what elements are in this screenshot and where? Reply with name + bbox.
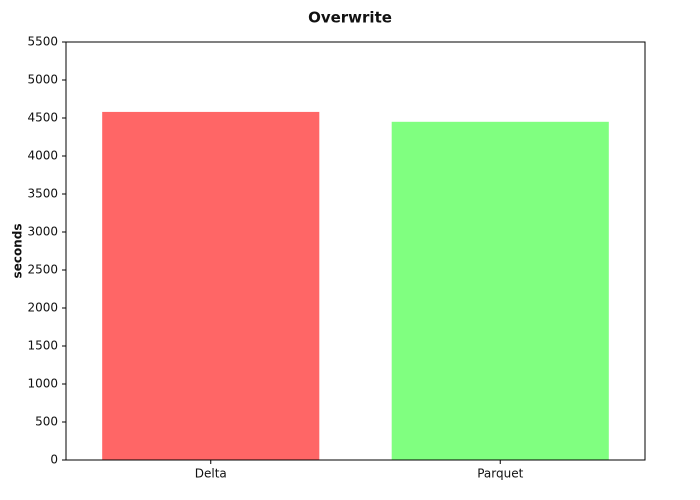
x-tick-label: Parquet xyxy=(477,467,523,481)
y-tick-label: 4500 xyxy=(27,111,58,125)
plot-frame xyxy=(65,41,646,461)
bar xyxy=(102,111,320,461)
y-tick-label: 3500 xyxy=(27,187,58,201)
y-tick-label: 1000 xyxy=(27,377,58,391)
y-tick-label: 3000 xyxy=(27,225,58,239)
y-tick-label: 2500 xyxy=(27,263,58,277)
bar xyxy=(391,121,609,461)
y-tick-label: 4000 xyxy=(27,149,58,163)
y-tick-label: 500 xyxy=(35,415,58,429)
chart-title: Overwrite xyxy=(308,9,392,27)
y-tick-label: 0 xyxy=(50,453,58,467)
y-axis-label: seconds xyxy=(11,224,25,279)
y-tick-label: 1500 xyxy=(27,339,58,353)
x-tick-label: Delta xyxy=(195,467,227,481)
y-tick-label: 5500 xyxy=(27,35,58,49)
y-tick-label: 2000 xyxy=(27,301,58,315)
y-tick-label: 5000 xyxy=(27,73,58,87)
